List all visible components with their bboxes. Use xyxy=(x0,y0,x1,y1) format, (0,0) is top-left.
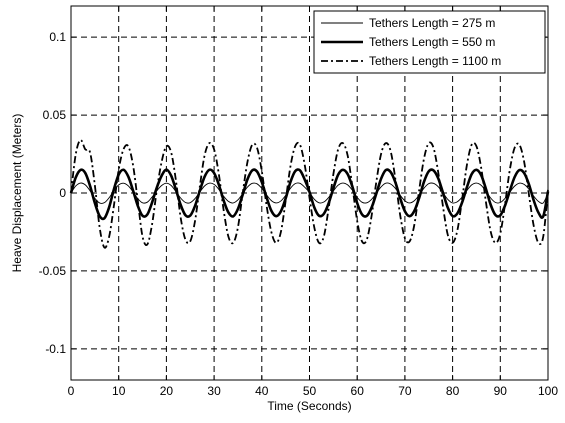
y-axis-label: Heave Displacement (Meters) xyxy=(10,114,24,273)
y-tick-label: -0.1 xyxy=(45,342,66,356)
y-tick-label: 0.05 xyxy=(43,108,67,122)
x-axis-label: Time (Seconds) xyxy=(267,399,351,413)
x-tick-label: 50 xyxy=(303,384,317,398)
x-tick-label: 60 xyxy=(351,384,365,398)
legend-label-2: Tethers Length = 550 m xyxy=(369,35,495,49)
y-tick-label: -0.05 xyxy=(39,264,67,278)
y-tick-label: 0 xyxy=(59,186,66,200)
x-tick-label: 40 xyxy=(255,384,269,398)
x-tick-label: 70 xyxy=(398,384,412,398)
x-tick-label: 10 xyxy=(112,384,126,398)
x-tick-label: 20 xyxy=(160,384,174,398)
legend: Tethers Length = 275 m Tethers Length = 5… xyxy=(313,10,546,74)
y-tick-label: 0.1 xyxy=(49,30,66,44)
x-tick-label: 90 xyxy=(494,384,508,398)
series-line-3 xyxy=(70,139,549,249)
x-tick-label: 0 xyxy=(68,384,75,398)
legend-entries: Tethers Length = 275 m Tethers Length = 5… xyxy=(321,16,501,68)
plot-lines xyxy=(69,139,550,249)
x-tick-label: 100 xyxy=(538,384,558,398)
tick-labels: 0 10 20 30 40 50 60 70 80 90 100 -0.1 -0.05 0 0.05 0.1 xyxy=(39,30,559,398)
x-tick-label: 30 xyxy=(207,384,221,398)
x-tick-label: 80 xyxy=(446,384,460,398)
legend-label-3: Tethers Length = 1100 m xyxy=(369,54,501,68)
legend-label-1: Tethers Length = 275 m xyxy=(369,16,495,30)
